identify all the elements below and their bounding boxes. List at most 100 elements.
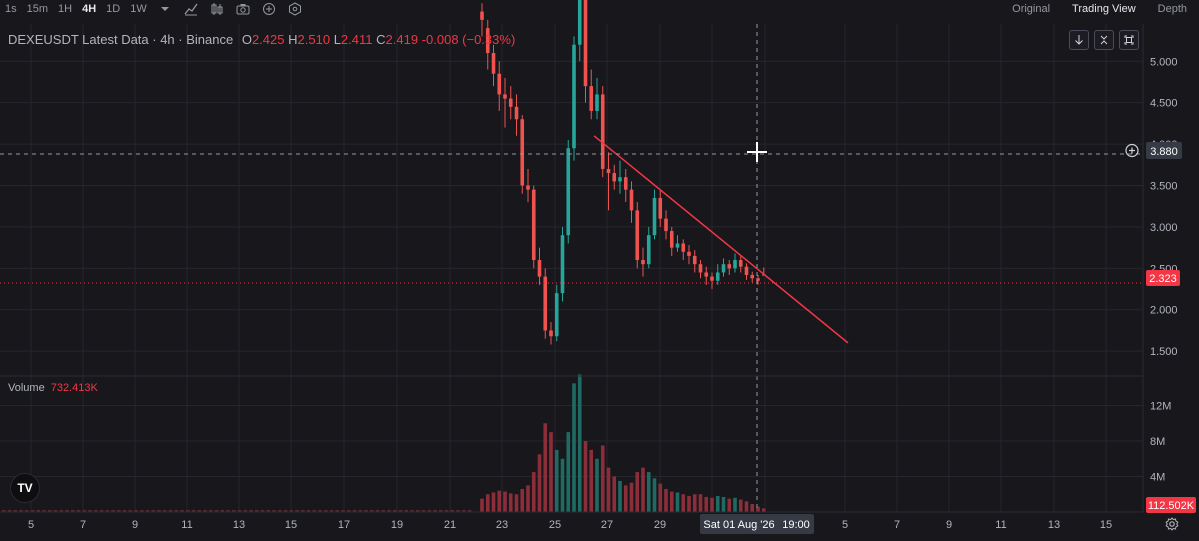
view-trading-view[interactable]: Trading View bbox=[1072, 3, 1136, 15]
view-depth[interactable]: Depth bbox=[1157, 3, 1187, 15]
trendline[interactable] bbox=[593, 135, 849, 344]
timeframe-1d[interactable]: 1D bbox=[106, 3, 121, 15]
price-tick-label: 4.500 bbox=[1150, 98, 1178, 110]
volume-bar bbox=[82, 510, 87, 512]
timeframe-1h[interactable]: 1H bbox=[58, 3, 73, 15]
crosshair-time-badge: Sat 01 Aug '26 19:00 bbox=[700, 514, 814, 534]
volume-bar bbox=[134, 510, 138, 512]
volume-bars bbox=[2, 374, 766, 512]
timeframe-4h[interactable]: 4H bbox=[82, 3, 97, 15]
volume-bar bbox=[531, 472, 536, 512]
volume-bar bbox=[393, 510, 397, 512]
candle-body bbox=[646, 235, 651, 265]
last-price-text: 2.323 bbox=[1149, 273, 1177, 285]
volume-bar bbox=[163, 510, 167, 512]
symbol-title[interactable]: DEXEUSDT Latest Data · 4h · Binance bbox=[8, 32, 234, 47]
candle-body bbox=[750, 274, 755, 279]
volume-bar bbox=[733, 497, 737, 512]
timeframe-1w[interactable]: 1W bbox=[130, 3, 147, 15]
candles-icon[interactable] bbox=[210, 2, 224, 16]
volume-bar bbox=[25, 510, 29, 512]
settings-hex-icon[interactable] bbox=[288, 2, 302, 16]
volume-bar bbox=[157, 510, 161, 512]
volume-bar bbox=[226, 510, 230, 512]
volume-bar bbox=[59, 510, 64, 512]
candle-body bbox=[612, 173, 617, 182]
volume-bar bbox=[398, 510, 403, 512]
volume-bar bbox=[278, 510, 282, 512]
volume-bar bbox=[669, 491, 674, 512]
candle-body bbox=[618, 177, 622, 182]
timeframe-1s[interactable]: 1s bbox=[5, 3, 17, 15]
gear-icon[interactable] bbox=[1165, 517, 1179, 531]
volume-bar bbox=[48, 510, 52, 512]
volume-bar bbox=[439, 510, 443, 512]
volume-bar bbox=[324, 510, 328, 512]
candle-body bbox=[733, 260, 737, 269]
tradingview-logo[interactable]: TV bbox=[10, 473, 40, 503]
volume-value: 732.413K bbox=[50, 382, 98, 394]
candle-body bbox=[572, 44, 576, 149]
volume-bar bbox=[444, 510, 449, 512]
volume-bar bbox=[352, 510, 357, 512]
volume-bar bbox=[485, 494, 490, 512]
volume-bar bbox=[681, 494, 686, 512]
volume-bar bbox=[600, 445, 605, 512]
time-tick-label: 25 bbox=[549, 519, 561, 531]
chevron-down-icon[interactable] bbox=[158, 2, 172, 16]
plus-circle-icon[interactable] bbox=[262, 2, 276, 16]
view-original[interactable]: Original bbox=[1012, 3, 1051, 15]
volume-bar bbox=[295, 510, 299, 512]
volume-bar bbox=[450, 510, 455, 512]
open-value: 2.425 bbox=[251, 32, 285, 47]
candle-body bbox=[543, 276, 548, 331]
volume-bar bbox=[168, 510, 173, 512]
volume-bar bbox=[381, 510, 386, 512]
volume-bar bbox=[480, 498, 484, 512]
candle-body bbox=[698, 264, 703, 273]
timeframe-15m[interactable]: 15m bbox=[26, 3, 49, 15]
volume-bar bbox=[53, 510, 58, 512]
volume-bar bbox=[306, 510, 311, 512]
volume-bar bbox=[283, 510, 288, 512]
camera-icon[interactable] bbox=[236, 2, 250, 16]
candle-body bbox=[508, 98, 513, 107]
volume-bar bbox=[94, 510, 98, 512]
volume-bar bbox=[76, 510, 81, 512]
collapse-button[interactable] bbox=[1094, 30, 1114, 50]
volume-bar bbox=[554, 449, 559, 512]
volume-bar bbox=[508, 493, 513, 512]
candle-body bbox=[635, 210, 640, 261]
scroll-down-button[interactable] bbox=[1069, 30, 1089, 50]
candle-body bbox=[692, 255, 697, 265]
candle-body bbox=[531, 189, 536, 261]
time-tick-label: 27 bbox=[601, 519, 613, 531]
time-axis[interactable]: 5 7 9 11 13 15 17 19 21 23 25 27 29 5 7 9 11 13 15 bbox=[28, 519, 1112, 531]
volume-bar bbox=[209, 510, 213, 512]
volume-bar bbox=[520, 488, 525, 512]
candle-body bbox=[629, 189, 634, 211]
toolbar: 1s 15m 1H 4H 1D 1W Original Trading View… bbox=[0, 0, 1199, 18]
volume-bar bbox=[589, 449, 594, 512]
candle-body bbox=[566, 148, 571, 236]
candle-body bbox=[485, 28, 490, 53]
volume-bar bbox=[497, 490, 502, 512]
high-value: 2.510 bbox=[297, 32, 331, 47]
volume-label: Volume bbox=[8, 382, 45, 394]
volume-bar bbox=[583, 441, 588, 512]
volume-axis[interactable]: 12M 8M 4M bbox=[1150, 401, 1171, 484]
volume-bar bbox=[289, 510, 294, 512]
volume-bar bbox=[410, 510, 414, 512]
indicator-icon[interactable] bbox=[184, 2, 198, 16]
volume-bar bbox=[347, 510, 351, 512]
volume-bar bbox=[491, 492, 496, 512]
candle-body bbox=[704, 272, 709, 277]
volume-bar bbox=[416, 510, 420, 512]
volume-bar bbox=[42, 510, 46, 512]
volume-bar bbox=[675, 492, 680, 512]
volume-bar bbox=[646, 472, 651, 512]
add-alert-icon[interactable] bbox=[1125, 143, 1139, 158]
reset-chart-button[interactable] bbox=[1119, 30, 1139, 50]
